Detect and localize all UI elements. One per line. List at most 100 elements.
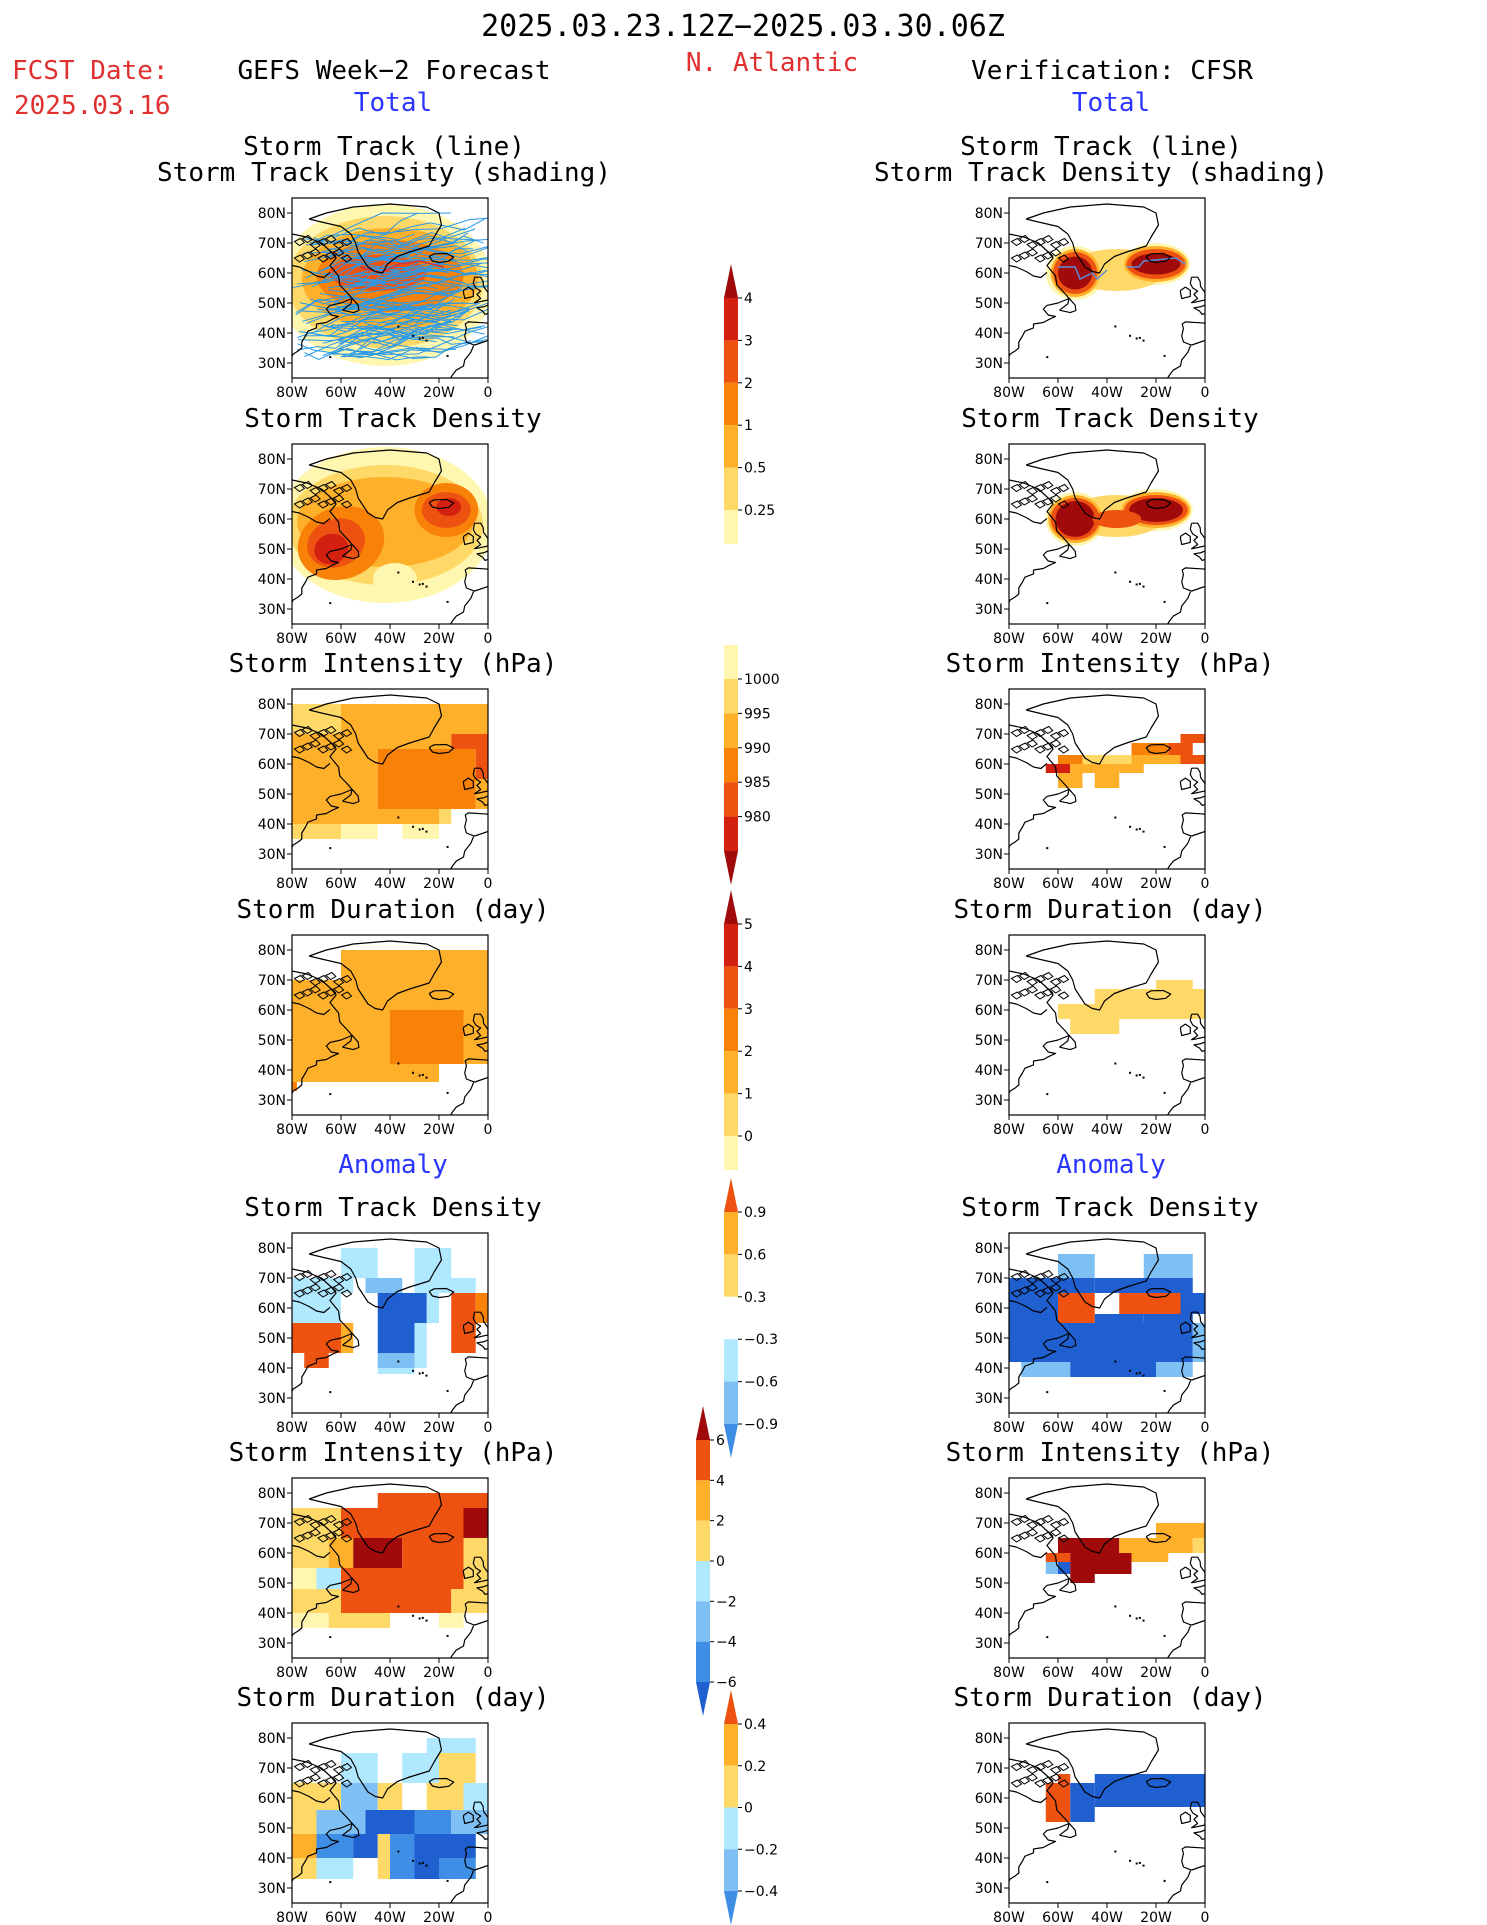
lon-tick-label: 40W xyxy=(374,1665,406,1681)
island-outline xyxy=(317,1779,329,1788)
island-dot xyxy=(1163,1879,1166,1882)
lat-tick-label: 70N xyxy=(975,973,1003,989)
shading-cell-fc xyxy=(328,1613,390,1628)
island-outline xyxy=(293,728,306,738)
island-dot xyxy=(329,1093,332,1096)
map-total-density-forecast: 80N 70N 60N 50N 40N 30N 80W 60W 40W 20W 0 xyxy=(258,443,492,647)
island-dot xyxy=(397,571,400,574)
shading-cell-fc xyxy=(292,1568,317,1589)
island-outline xyxy=(309,1283,321,1292)
island-outline xyxy=(1057,728,1070,738)
lon-tick-label: 0 xyxy=(1201,876,1210,892)
colorbar-label: 2 xyxy=(744,376,753,392)
colorbar-label: 4 xyxy=(744,291,753,307)
island-outline xyxy=(293,254,306,263)
island-dot xyxy=(1142,830,1145,833)
shading-cell-fc xyxy=(426,1783,464,1810)
ensemble-track-line xyxy=(292,255,398,289)
island-dot xyxy=(329,356,332,359)
coastline xyxy=(1145,1287,1172,1299)
colorbar-label: 0.6 xyxy=(744,1247,766,1263)
lat-tick-label: 60N xyxy=(258,1791,286,1807)
colorbar-bottom-tail xyxy=(724,1891,738,1925)
island-outline xyxy=(1041,971,1054,981)
colorbar-label: 0 xyxy=(744,1801,753,1817)
island-outline xyxy=(309,1528,321,1537)
shading-cell-fc xyxy=(414,1353,427,1368)
island-dot xyxy=(1114,816,1117,819)
shading-cell-fc xyxy=(463,1538,488,1568)
colorbar-bottom-tail xyxy=(724,1424,738,1458)
island-dot xyxy=(1114,1605,1117,1608)
island-outline xyxy=(1018,1531,1031,1540)
colorbar-segment xyxy=(696,1480,710,1521)
shading-cell-fc xyxy=(316,1834,354,1858)
colorbar-segment xyxy=(724,382,738,426)
island-dot xyxy=(1142,1619,1145,1622)
panel-title-track-line-left: Storm Track (line) xyxy=(243,132,525,162)
coastline xyxy=(1009,510,1048,525)
lat-tick-label: 80N xyxy=(258,452,286,468)
shading-cell-vf xyxy=(1058,755,1083,764)
island-outline xyxy=(301,1269,314,1279)
colorbar-segment xyxy=(724,298,738,341)
colorbar-segment xyxy=(724,1254,738,1297)
coastline xyxy=(428,252,455,264)
coastline xyxy=(342,1577,360,1594)
colorbar-segment xyxy=(724,747,738,783)
panel-title-anom-density-left: Storm Track Density xyxy=(244,1193,542,1223)
island-dot xyxy=(425,830,428,833)
island-outline xyxy=(340,237,353,247)
lon-tick-label: 80W xyxy=(276,876,308,892)
coastline xyxy=(1009,1544,1048,1559)
island-outline xyxy=(309,248,321,257)
island-outline xyxy=(1026,1283,1038,1292)
island-outline xyxy=(332,1275,345,1285)
shading-cell-vf xyxy=(1094,1314,1144,1323)
island-dot xyxy=(1163,354,1166,357)
island-outline xyxy=(324,480,337,490)
coastline xyxy=(1181,1356,1205,1381)
colorbar-segment xyxy=(724,467,738,510)
island-outline xyxy=(317,1289,329,1298)
colorbar-segment xyxy=(724,966,738,1009)
island-outline xyxy=(1018,480,1031,490)
lon-tick-label: 0 xyxy=(484,1910,493,1925)
colorbar-segment xyxy=(696,1440,710,1481)
coastline xyxy=(464,321,488,346)
lon-tick-label: 0 xyxy=(1201,631,1210,647)
island-dot xyxy=(1129,1369,1132,1372)
lat-tick-label: 70N xyxy=(258,1271,286,1287)
island-outline xyxy=(340,1272,353,1282)
lon-tick-label: 80W xyxy=(276,385,308,401)
total-label-right: Total xyxy=(1071,88,1151,118)
island-dot xyxy=(1046,1391,1049,1394)
ensemble-track-line xyxy=(317,232,469,274)
shading-cell-fc xyxy=(341,1248,378,1278)
colorbar-segment xyxy=(724,713,738,748)
coastline xyxy=(342,1332,360,1349)
panel-title-track-shading-left: Storm Track Density (shading) xyxy=(157,158,611,188)
shading-cell-fc xyxy=(414,1278,476,1293)
coastline xyxy=(464,812,488,837)
lon-tick-label: 40W xyxy=(374,876,406,892)
coastline xyxy=(1166,591,1192,624)
ensemble-track-line xyxy=(351,238,488,269)
island-outline xyxy=(1034,500,1046,509)
shading-cell-vf xyxy=(1156,1004,1205,1019)
lat-tick-label: 30N xyxy=(258,1391,286,1407)
island-outline xyxy=(1034,1289,1046,1298)
island-dot xyxy=(397,816,400,819)
island-outline xyxy=(332,1283,345,1292)
colorbar-total-intensity: 1000 995 990 985 980 xyxy=(724,645,780,885)
lat-tick-label: 40N xyxy=(258,326,286,342)
island-outline xyxy=(1057,974,1070,984)
island-dot xyxy=(1138,1861,1141,1864)
map-total-duration-forecast: 80N 70N 60N 50N 40N 30N 80W 60W 40W 20W 0 xyxy=(258,934,492,1138)
lat-tick-label: 30N xyxy=(975,1636,1003,1652)
shading-cell-vf xyxy=(1058,1314,1095,1323)
island-dot xyxy=(446,1634,449,1637)
island-dot xyxy=(1129,1614,1132,1617)
coastline xyxy=(1025,203,1160,274)
island-outline xyxy=(317,728,329,738)
